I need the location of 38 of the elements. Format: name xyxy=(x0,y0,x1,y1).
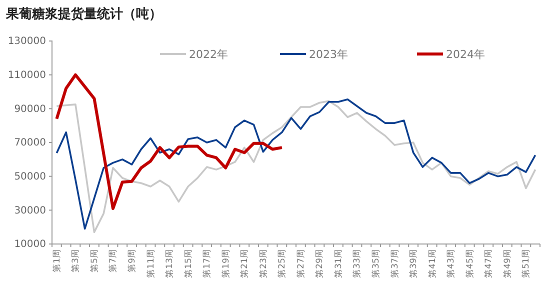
legend-label: 2024年 xyxy=(446,48,485,61)
x-tick-label: 第5周 xyxy=(88,249,100,272)
legend-label: 2022年 xyxy=(189,48,228,61)
x-tick-label: 第33周 xyxy=(352,249,363,278)
x-tick-label: 第35周 xyxy=(370,249,382,278)
x-tick-label: 第1周 xyxy=(51,249,62,272)
y-tick-label: 50000 xyxy=(14,172,46,183)
x-tick-label: 第17周 xyxy=(202,249,213,278)
line-series xyxy=(55,73,284,210)
x-tick-label: 第37周 xyxy=(389,249,400,278)
y-tick-label: 30000 xyxy=(14,205,46,216)
x-tick-label: 第43周 xyxy=(446,249,457,278)
x-tick-label: 第9周 xyxy=(126,249,138,272)
x-tick-label: 第21周 xyxy=(239,249,250,278)
y-tick-label: 10000 xyxy=(14,239,46,250)
x-tick-label: 第45周 xyxy=(464,249,476,278)
y-tick-label: 70000 xyxy=(14,138,46,149)
x-tick-label: 第39周 xyxy=(408,249,420,278)
chart-title: 果葡糖浆提货量统计（吨） xyxy=(5,6,162,22)
x-tick-label: 第31周 xyxy=(332,249,344,278)
x-tick-label: 第19周 xyxy=(220,249,232,278)
x-tick-label: 第25周 xyxy=(276,249,288,278)
x-tick-label: 第29周 xyxy=(314,249,326,278)
x-tick-label: 第3周 xyxy=(70,249,82,272)
y-tick-label: 110000 xyxy=(8,70,46,82)
x-tick-label: 第49周 xyxy=(502,249,513,278)
y-tick-label: 130000 xyxy=(8,36,46,48)
x-tick-label: 第23周 xyxy=(258,249,269,278)
x-tick-label: 第51周 xyxy=(520,249,532,278)
x-tick-label: 第11周 xyxy=(145,249,156,278)
x-tick-label: 第15周 xyxy=(182,249,194,278)
x-tick-label: 第27周 xyxy=(295,249,306,278)
x-tick-label: 第13周 xyxy=(164,249,176,278)
legend-label: 2023年 xyxy=(309,48,348,61)
x-tick-label: 第47周 xyxy=(483,249,494,278)
y-tick-label: 90000 xyxy=(14,104,46,115)
x-tick-label: 第7周 xyxy=(108,249,119,272)
x-tick-label: 第41周 xyxy=(426,249,438,278)
